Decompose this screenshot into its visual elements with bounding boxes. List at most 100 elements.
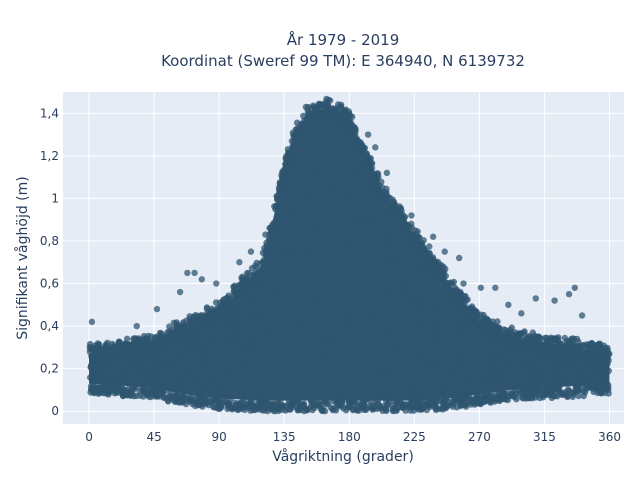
data-point: [193, 393, 201, 400]
data-point: [470, 347, 477, 354]
data-point: [289, 238, 297, 246]
data-point: [505, 360, 513, 367]
data-point: [92, 363, 100, 371]
data-point: [276, 188, 283, 196]
data-point: [344, 123, 351, 130]
data-point: [109, 340, 116, 348]
outlier-point: [283, 184, 291, 191]
data-point: [151, 338, 159, 345]
data-point: [413, 400, 420, 407]
data-point: [348, 122, 356, 130]
data-point: [467, 319, 474, 326]
y-axis-title: Signifikant våghöjd (m): [14, 176, 31, 339]
data-point: [493, 351, 500, 358]
data-point: [302, 244, 309, 251]
data-point: [117, 374, 124, 381]
data-point: [241, 346, 248, 353]
data-point: [252, 374, 259, 382]
data-point: [382, 276, 390, 283]
data-point: [426, 249, 433, 257]
data-point: [224, 314, 231, 321]
data-point: [462, 328, 469, 335]
data-point: [387, 359, 394, 367]
data-point: [455, 353, 462, 361]
data-point: [286, 282, 293, 289]
data-point: [416, 240, 423, 247]
x-tick-label: 270: [468, 430, 491, 444]
data-point: [221, 397, 228, 404]
data-point: [288, 197, 295, 205]
data-point: [345, 397, 352, 404]
data-point: [118, 367, 125, 374]
data-point: [560, 343, 567, 350]
data-point: [308, 170, 315, 177]
data-point: [267, 275, 274, 282]
data-points: [86, 95, 613, 415]
outlier-point: [153, 305, 161, 313]
outlier-point: [247, 248, 255, 255]
data-point: [485, 378, 492, 385]
data-point: [103, 346, 111, 353]
data-point: [419, 353, 426, 361]
data-point: [127, 349, 134, 357]
data-point: [487, 399, 494, 406]
data-point: [334, 110, 341, 117]
data-point: [411, 378, 418, 385]
data-point: [260, 393, 267, 400]
data-point: [532, 386, 539, 393]
data-point: [534, 349, 541, 356]
data-point: [559, 375, 566, 383]
data-point: [345, 308, 353, 315]
data-point: [253, 264, 260, 271]
outlier-point: [298, 120, 305, 128]
data-point: [323, 193, 330, 200]
data-point: [374, 393, 382, 400]
data-point: [505, 372, 512, 380]
data-point: [380, 219, 387, 226]
data-point: [372, 317, 379, 325]
data-point: [185, 367, 192, 374]
data-point: [587, 356, 594, 363]
data-point: [519, 357, 526, 365]
data-point: [510, 388, 517, 395]
data-point: [298, 321, 305, 329]
data-point: [464, 375, 471, 383]
data-point: [92, 352, 99, 359]
data-point: [223, 339, 230, 347]
y-tick-label: 1,2: [40, 149, 59, 163]
data-point: [561, 389, 569, 396]
data-point: [224, 319, 231, 327]
data-point: [151, 344, 158, 351]
data-point: [226, 367, 233, 374]
data-point: [345, 108, 352, 115]
data-point: [440, 263, 447, 270]
data-point: [295, 397, 302, 405]
data-point: [92, 371, 99, 378]
data-point: [529, 359, 537, 367]
data-point: [414, 300, 421, 307]
outlier-point: [551, 297, 558, 304]
data-point: [367, 404, 374, 411]
outlier-point: [286, 159, 294, 166]
data-point: [363, 292, 370, 299]
data-point: [549, 384, 556, 391]
outlier-point: [518, 310, 525, 317]
data-point: [488, 371, 495, 378]
data-point: [459, 358, 466, 365]
outlier-point: [191, 269, 198, 277]
data-point: [326, 256, 333, 264]
data-point: [417, 364, 424, 371]
data-point: [355, 140, 363, 147]
data-point: [429, 376, 436, 383]
x-tick-label: 135: [273, 430, 296, 444]
data-point: [314, 169, 321, 176]
data-point: [219, 351, 226, 358]
data-point: [151, 354, 158, 362]
data-point: [311, 331, 318, 339]
data-point: [475, 386, 482, 394]
data-point: [368, 314, 375, 321]
outlier-point: [441, 248, 448, 255]
data-point: [157, 346, 165, 353]
data-point: [516, 390, 524, 398]
